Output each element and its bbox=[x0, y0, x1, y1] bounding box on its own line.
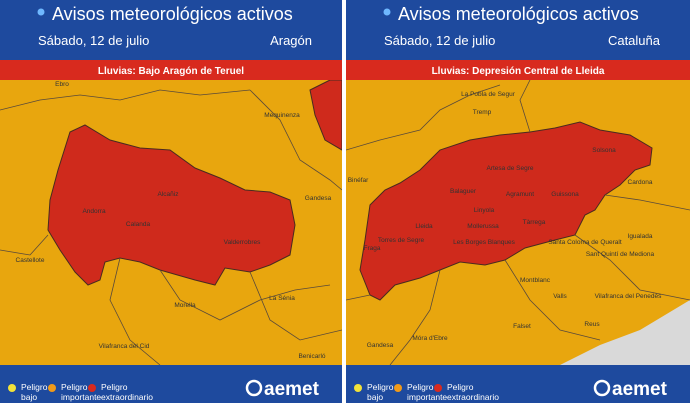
border bbox=[604, 194, 690, 211]
place-label: Fraga bbox=[364, 245, 381, 252]
place-label: Tàrrega bbox=[523, 219, 546, 226]
place-label: La Sénia bbox=[269, 295, 295, 302]
border bbox=[249, 89, 342, 191]
legend-label: Peligro bbox=[447, 382, 474, 392]
legend-label: Peligro bbox=[21, 382, 48, 392]
place-label: Gandesa bbox=[305, 195, 332, 202]
place-label: Montblanc bbox=[520, 277, 551, 284]
legend-label: importante bbox=[407, 392, 447, 402]
place-label: Artesa de Segre bbox=[487, 165, 534, 172]
legend-label: Peligro bbox=[61, 382, 88, 392]
place-label: Valderrobres bbox=[224, 239, 261, 246]
place-label: Solsona bbox=[592, 147, 616, 154]
legend-label: Peligro bbox=[101, 382, 128, 392]
border bbox=[519, 80, 531, 133]
place-label: Lleida bbox=[415, 223, 433, 230]
header-bullet bbox=[383, 8, 391, 16]
place-label: Gandesa bbox=[367, 342, 394, 349]
place-label: Binéfar bbox=[348, 177, 369, 184]
brand-icon bbox=[245, 379, 263, 397]
brand-icon bbox=[593, 379, 611, 397]
place-label: Cardona bbox=[628, 179, 653, 186]
border bbox=[0, 234, 49, 256]
border bbox=[504, 259, 601, 341]
place-label: Alcañiz bbox=[158, 191, 179, 198]
place-label: Calanda bbox=[126, 221, 151, 228]
legend-label: Peligro bbox=[367, 382, 394, 392]
header bbox=[0, 0, 342, 60]
legend-label: importante bbox=[61, 392, 101, 402]
warning-banner bbox=[0, 60, 342, 80]
border bbox=[346, 84, 501, 151]
border bbox=[109, 257, 161, 365]
place-label: Morella bbox=[174, 302, 196, 309]
footer bbox=[0, 365, 342, 403]
place-label: Igualada bbox=[628, 233, 653, 240]
legend-dot bbox=[434, 384, 442, 392]
legend-dot bbox=[8, 384, 16, 392]
warning-text: Lluvias: Bajo Aragón de Teruel bbox=[98, 66, 244, 77]
brand: aemet bbox=[264, 379, 320, 400]
region-name: Cataluña bbox=[608, 33, 661, 48]
place-label: Balaguer bbox=[450, 188, 477, 195]
region-name: Aragón bbox=[270, 33, 312, 48]
border bbox=[346, 294, 371, 301]
place-label: Ebro bbox=[55, 81, 69, 88]
legend-label: bajo bbox=[21, 392, 37, 402]
header-bullet bbox=[37, 8, 45, 16]
place-label: La Pobla de Segur bbox=[461, 91, 516, 98]
place-label: Vilafranca del Penedès bbox=[595, 293, 662, 300]
legend-label: Peligro bbox=[407, 382, 434, 392]
date: Sábado, 12 de julio bbox=[38, 33, 149, 48]
legend-dot bbox=[394, 384, 402, 392]
panel-title: Avisos meteorológicos activos bbox=[52, 4, 293, 24]
place-label: Falset bbox=[513, 323, 531, 330]
legend-dot bbox=[88, 384, 96, 392]
sea bbox=[560, 300, 690, 365]
place-label: Sant Quintí de Mediona bbox=[586, 251, 655, 258]
border bbox=[249, 271, 342, 341]
brand: aemet bbox=[612, 379, 668, 400]
border bbox=[0, 89, 251, 111]
place-label: Mollerussa bbox=[467, 223, 499, 230]
panel-title: Avisos meteorológicos activos bbox=[398, 4, 639, 24]
warning-area bbox=[47, 124, 296, 286]
legend-label: extraordinario bbox=[447, 392, 499, 402]
place-label: Agramunt bbox=[506, 191, 534, 198]
place-label: Mequinenza bbox=[264, 112, 300, 119]
place-label: Vilafranca del Cid bbox=[99, 343, 150, 350]
place-label: Valls bbox=[553, 293, 567, 300]
divider bbox=[342, 0, 346, 403]
place-label: Benicarló bbox=[298, 353, 325, 360]
warning-area bbox=[309, 80, 342, 151]
map: La Pobla de Segur Tremp Solsona Artesa de S… bbox=[346, 80, 690, 365]
warning-text: Lluvias: Depresión Central de Lleida bbox=[432, 66, 605, 77]
footer bbox=[346, 365, 690, 403]
border bbox=[159, 269, 331, 321]
place-label: Les Borges Blanques bbox=[453, 239, 516, 246]
border bbox=[574, 234, 690, 301]
header bbox=[346, 0, 690, 60]
place-label: Linyola bbox=[474, 207, 495, 214]
place-label: Tremp bbox=[473, 109, 492, 116]
warning-banner bbox=[346, 60, 690, 80]
date: Sábado, 12 de julio bbox=[384, 33, 495, 48]
place-label: Castellote bbox=[16, 257, 45, 264]
legend-dot bbox=[48, 384, 56, 392]
place-label: Reus bbox=[584, 321, 600, 328]
border bbox=[389, 269, 441, 365]
place-label: Guissona bbox=[551, 191, 579, 198]
place-label: Torres de Segre bbox=[378, 237, 425, 244]
place-label: Andorra bbox=[82, 208, 106, 215]
map: Ebro Mequinenza Alcañiz Andorra Calanda Valde… bbox=[0, 80, 342, 365]
legend-label: bajo bbox=[367, 392, 383, 402]
legend-label: extraordinario bbox=[101, 392, 153, 402]
place-label: Santa Coloma de Queralt bbox=[548, 239, 622, 246]
place-label: Móra d'Ebre bbox=[412, 335, 448, 342]
legend-dot bbox=[354, 384, 362, 392]
